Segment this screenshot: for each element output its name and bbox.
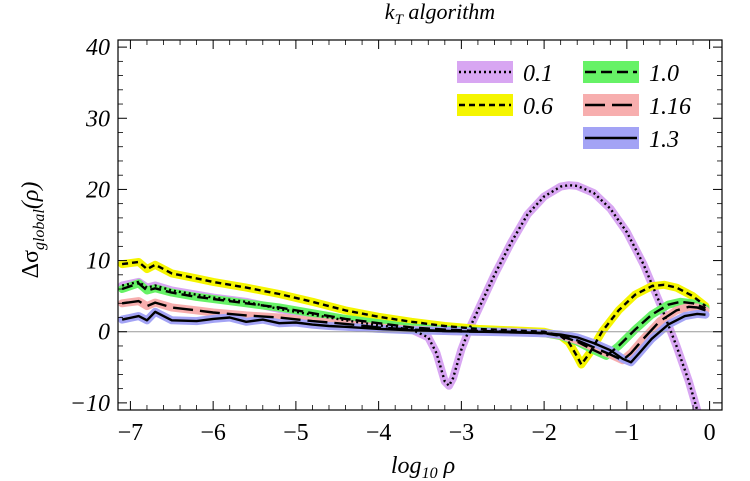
y-tick-label: −10: [70, 391, 110, 417]
chart-title-main: k: [385, 0, 396, 24]
legend-item-1-16: 1.16: [583, 94, 691, 120]
x-tick-label: −1: [614, 420, 640, 446]
y-tick-label: 40: [86, 35, 110, 61]
x-axis: −7 −6 −5 −4 −3 −2 −1 0: [118, 40, 716, 446]
legend-item-0-1: 0.1: [457, 61, 553, 87]
legend: 0.1 0.6 1.0 1.16 1.3: [457, 61, 691, 153]
legend-label: 1.16: [649, 94, 691, 120]
y-axis-label-pre: Δσ: [18, 250, 44, 278]
chart-title-rest: algorithm: [403, 0, 495, 24]
x-tick-label: 0: [704, 420, 716, 446]
x-axis-label: log10 ρ: [391, 453, 455, 481]
x-tick-label: −5: [283, 420, 309, 446]
y-tick-label: 10: [86, 249, 110, 275]
series-line-0-6: [121, 260, 707, 366]
legend-label: 1.3: [649, 127, 679, 153]
legend-label: 1.0: [649, 61, 679, 87]
x-axis-label-main: log: [391, 453, 422, 479]
chart-title-sub: T: [395, 12, 405, 28]
x-axis-label-rest: ρ: [438, 453, 456, 479]
legend-swatch: [583, 94, 639, 116]
y-tick-label: 0: [98, 320, 110, 346]
series-lines: [121, 184, 707, 410]
plot-frame: [117, 39, 723, 411]
y-axis: −10 0 10 20 30 40: [70, 35, 722, 417]
x-axis-label-sub: 10: [422, 465, 438, 481]
series-line-1-3: [121, 310, 706, 364]
x-tick-label: −6: [200, 420, 226, 446]
legend-label: 0.1: [523, 61, 553, 87]
y-axis-label: Δσglobal(ρ): [18, 182, 48, 279]
legend-item-1-0: 1.0: [583, 61, 679, 87]
y-tick-label: 20: [86, 177, 110, 203]
legend-label: 0.6: [523, 94, 553, 120]
legend-item-0-6: 0.6: [457, 94, 553, 120]
x-tick-label: −3: [449, 420, 475, 446]
series-line-0-1: [121, 184, 699, 410]
y-axis-label-post: (ρ): [18, 182, 44, 210]
legend-item-1-3: 1.3: [583, 127, 679, 153]
y-tick-label: 30: [85, 106, 110, 132]
plot-frame-rect: [117, 39, 723, 411]
x-tick-label: −7: [118, 420, 144, 446]
y-axis-label-sub: global: [31, 209, 48, 250]
x-tick-label: −4: [366, 420, 392, 446]
chart-title: kT algorithm: [385, 0, 495, 28]
x-tick-label: −2: [531, 420, 557, 446]
